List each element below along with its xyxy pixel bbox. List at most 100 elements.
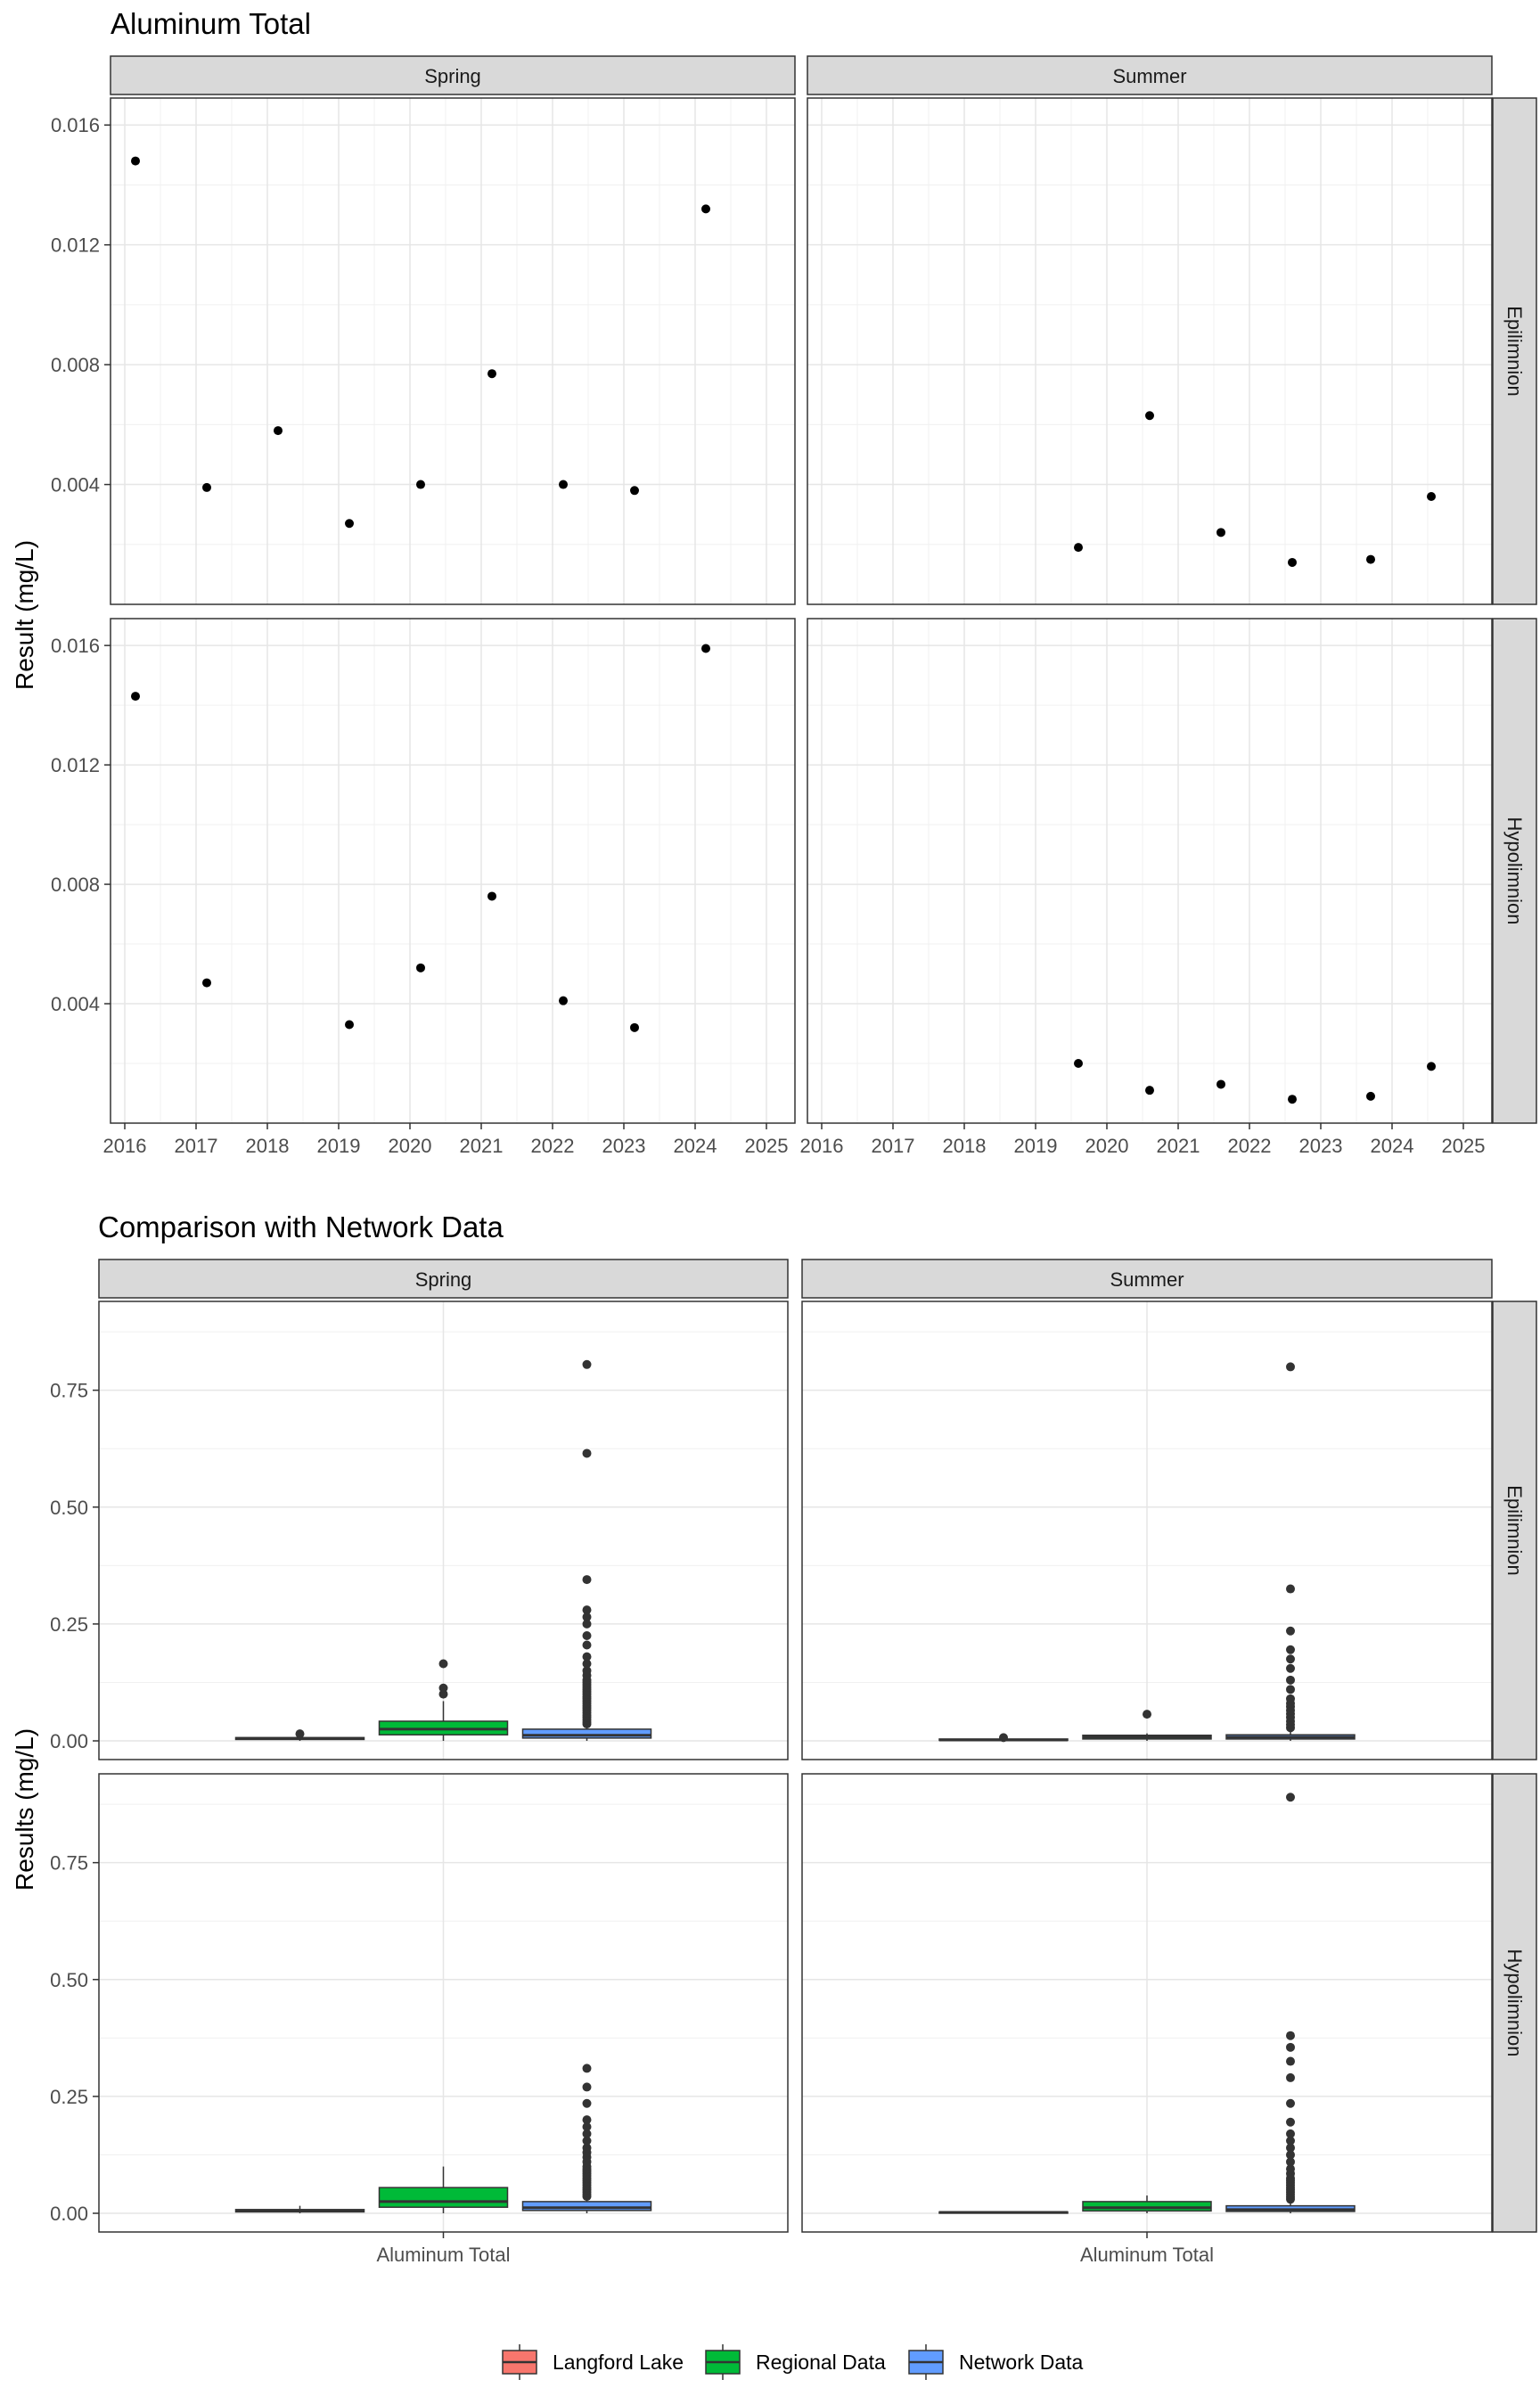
outlier-point bbox=[1286, 2157, 1295, 2167]
panel-background bbox=[111, 619, 795, 1123]
box-regional-data bbox=[378, 1659, 509, 1742]
outlier-point bbox=[1286, 1675, 1295, 1685]
x-tick-label: 2019 bbox=[317, 1135, 361, 1157]
data-point bbox=[1145, 1086, 1154, 1095]
chart2-title: Comparison with Network Data bbox=[98, 1210, 504, 1243]
facet-strip-spring: Spring bbox=[110, 55, 796, 95]
outlier-point bbox=[582, 1619, 592, 1629]
x-tick-label: Aluminum Total bbox=[377, 2244, 511, 2266]
strip-label: Epilimnion bbox=[1503, 306, 1526, 397]
y-tick-label: 0.004 bbox=[51, 993, 100, 1015]
x-tick-label: 2022 bbox=[1228, 1135, 1272, 1157]
data-point bbox=[1288, 1095, 1297, 1104]
outlier-point bbox=[1286, 2143, 1295, 2153]
box-body bbox=[1082, 2201, 1212, 2212]
panel-background bbox=[807, 98, 1492, 604]
outlier-point bbox=[1286, 1362, 1295, 1372]
outlier-point bbox=[582, 2136, 592, 2146]
strip-background bbox=[807, 55, 1493, 95]
panel-spring-epilimnion: 0.00 0.25 0.50 0.75 bbox=[50, 1301, 789, 1760]
outlier-point bbox=[1286, 2129, 1295, 2138]
chart2-y-axis-label: Results (mg/L) bbox=[11, 1728, 38, 1891]
strip-label: Epilimnion bbox=[1503, 1485, 1526, 1576]
box-langford-lake bbox=[234, 2205, 365, 2214]
outlier-point bbox=[582, 2143, 592, 2153]
legend: Langford Lake Regional Data Network Data bbox=[502, 2344, 1084, 2380]
outlier-point bbox=[582, 2098, 592, 2108]
x-tick-label: 2023 bbox=[602, 1135, 646, 1157]
outlier-point bbox=[1286, 1793, 1295, 1802]
panel-border bbox=[801, 1301, 1493, 1760]
y-tick-label: 0.75 bbox=[50, 1852, 88, 1875]
box-body bbox=[378, 2187, 509, 2208]
outlier-point bbox=[582, 1359, 592, 1369]
y-tick-label: 0.012 bbox=[51, 234, 100, 257]
outlier-point bbox=[582, 1652, 592, 1662]
legend-label: Network Data bbox=[959, 2351, 1084, 2374]
data-point bbox=[487, 891, 496, 901]
strip-background bbox=[1492, 1301, 1537, 1760]
outlier-point bbox=[1286, 2031, 1295, 2040]
outlier-point bbox=[1286, 1626, 1295, 1636]
data-point bbox=[1366, 1091, 1375, 1101]
y-tick-label: 0.012 bbox=[51, 754, 100, 776]
data-point bbox=[416, 963, 425, 972]
legend-label: Regional Data bbox=[756, 2351, 886, 2374]
outlier-point bbox=[1286, 2117, 1295, 2127]
facet-strip-summer: Summer bbox=[807, 55, 1493, 95]
outlier-point bbox=[582, 1631, 592, 1641]
outlier-point bbox=[582, 2121, 592, 2131]
x-tick-label: 2016 bbox=[103, 1135, 147, 1157]
outlier-point bbox=[582, 2064, 592, 2073]
data-point bbox=[1427, 1062, 1436, 1071]
y-tick-label: 0.25 bbox=[50, 1613, 88, 1636]
data-point bbox=[701, 204, 710, 214]
data-point bbox=[274, 426, 283, 436]
panel-summer-epilimnion bbox=[807, 97, 1493, 605]
y-tick-label: 0.25 bbox=[50, 2086, 88, 2108]
y-tick-label: 0.50 bbox=[50, 1497, 88, 1519]
chart1-title: Aluminum Total bbox=[111, 7, 311, 40]
panel-spring-epilimnion: 0.004 0.008 0.012 0.016 bbox=[51, 97, 796, 605]
data-point bbox=[416, 480, 425, 489]
outlier-point bbox=[582, 1640, 592, 1650]
outlier-point bbox=[1286, 1645, 1295, 1654]
x-tick-label: 2025 bbox=[1442, 1135, 1486, 1157]
data-point bbox=[1427, 492, 1436, 502]
y-tick-label: 0.00 bbox=[50, 1730, 88, 1752]
data-point bbox=[487, 369, 496, 379]
y-tick-label: 0.50 bbox=[50, 1969, 88, 1991]
facet-strip-hypolimnion: Hypolimnion bbox=[1492, 618, 1537, 1124]
facet-strip-summer: Summer bbox=[801, 1259, 1493, 1299]
outlier-point bbox=[1286, 1663, 1295, 1673]
facet-strip-spring: Spring bbox=[98, 1259, 789, 1299]
panel-border bbox=[807, 97, 1493, 605]
strip-background bbox=[1492, 618, 1537, 1124]
panel-border bbox=[98, 1301, 789, 1760]
strip-label: Hypolimnion bbox=[1503, 816, 1526, 924]
data-point bbox=[630, 1022, 639, 1032]
data-point bbox=[1145, 411, 1154, 421]
y-tick-label: 0.008 bbox=[51, 354, 100, 376]
outlier-point bbox=[1286, 2136, 1295, 2146]
outlier-point bbox=[999, 1733, 1008, 1743]
x-tick-label: 2019 bbox=[1014, 1135, 1058, 1157]
data-point bbox=[1074, 1059, 1083, 1069]
data-point bbox=[345, 519, 354, 529]
box-langford-lake bbox=[938, 1733, 1069, 1743]
strip-label: Spring bbox=[424, 65, 481, 87]
box-body bbox=[521, 1728, 652, 1739]
strip-background bbox=[1492, 1773, 1537, 2233]
chart1-y-axis-label: Result (mg/L) bbox=[11, 540, 38, 690]
data-point bbox=[630, 486, 639, 496]
strip-label: Summer bbox=[1112, 65, 1186, 87]
outlier-point bbox=[1286, 2164, 1295, 2174]
outlier-point bbox=[1286, 1584, 1295, 1594]
x-tick-label: 2020 bbox=[389, 1135, 432, 1157]
strip-label: Hypolimnion bbox=[1503, 1949, 1526, 2056]
facet-strip-epilimnion: Epilimnion bbox=[1492, 97, 1537, 605]
outlier-point bbox=[1286, 2056, 1295, 2066]
x-tick-label: 2017 bbox=[872, 1135, 915, 1157]
panel-background bbox=[111, 98, 795, 604]
outlier-point bbox=[1286, 1694, 1295, 1703]
